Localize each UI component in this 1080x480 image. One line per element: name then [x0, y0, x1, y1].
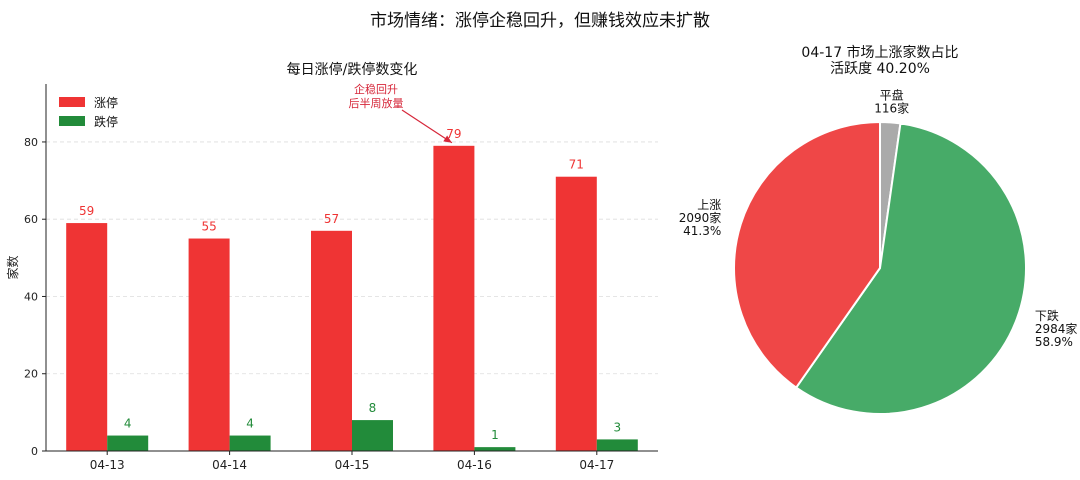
annotation-text: 后半周放量	[349, 96, 404, 110]
annotation-arrow-head	[443, 135, 452, 143]
legend-label-limit-up: 涨停	[94, 95, 118, 110]
x-tick-label: 04-15	[335, 458, 370, 472]
data-label-limit-up: 79	[446, 127, 461, 141]
x-tick-label: 04-14	[212, 458, 247, 472]
data-label-limit-up: 57	[324, 212, 339, 226]
annotation-arrow-line	[401, 109, 453, 144]
data-label-limit-down: 4	[246, 417, 254, 431]
pie-label: 平盘	[880, 87, 904, 102]
pie-label: 58.9%	[1035, 335, 1073, 349]
pie-label: 41.3%	[683, 224, 721, 238]
data-label-limit-up: 59	[79, 204, 94, 218]
bar-limit-up	[66, 223, 108, 451]
data-label-limit-down: 4	[124, 417, 132, 431]
data-label-limit-up: 55	[201, 220, 216, 234]
legend-swatch-limit-down	[59, 116, 85, 126]
data-label-limit-down: 1	[491, 428, 499, 442]
pie-chart-title: 04-17 市场上涨家数占比	[801, 44, 958, 61]
pie-label: 116家	[874, 100, 909, 115]
pie-chart-title: 活跃度 40.20%	[830, 61, 930, 77]
pie-label: 2090家	[679, 210, 722, 225]
bar-limit-up	[555, 176, 597, 451]
legend-swatch-limit-up	[59, 97, 85, 107]
data-label-limit-up: 71	[569, 158, 584, 172]
pie-label: 2984家	[1035, 321, 1078, 336]
y-tick-label: 60	[24, 213, 38, 226]
bar-limit-up	[433, 145, 475, 451]
bar-limit-down	[352, 420, 393, 451]
legend-label-limit-down: 跌停	[94, 114, 118, 129]
bar-limit-down	[596, 439, 638, 451]
bar-limit-down	[474, 447, 516, 451]
y-tick-label: 20	[24, 368, 38, 381]
y-tick-label: 40	[24, 290, 38, 303]
bar-limit-down	[107, 435, 149, 451]
data-label-limit-down: 3	[613, 420, 621, 434]
y-tick-label: 80	[24, 136, 38, 149]
pie-slice-down	[794, 122, 1027, 415]
y-axis-label: 家数	[5, 255, 20, 279]
x-tick-label: 04-13	[90, 458, 125, 472]
annotation-text: 企稳回升	[354, 82, 398, 96]
bar-limit-up	[311, 230, 352, 451]
bar-chart-title: 每日涨停/跌停数变化	[287, 61, 418, 78]
data-label-limit-down: 8	[369, 401, 377, 415]
bar-limit-up	[188, 238, 230, 451]
y-tick-label: 0	[31, 445, 38, 458]
pie-label: 下跌	[1035, 308, 1059, 323]
figure-suptitle: 市场情绪：涨停企稳回升，但赚钱效应未扩散	[370, 11, 710, 31]
x-tick-label: 04-16	[457, 458, 492, 472]
pie-label: 上涨	[697, 197, 721, 212]
x-tick-label: 04-17	[579, 458, 614, 472]
pie-slice-up	[733, 120, 881, 389]
bar-limit-down	[229, 435, 271, 451]
